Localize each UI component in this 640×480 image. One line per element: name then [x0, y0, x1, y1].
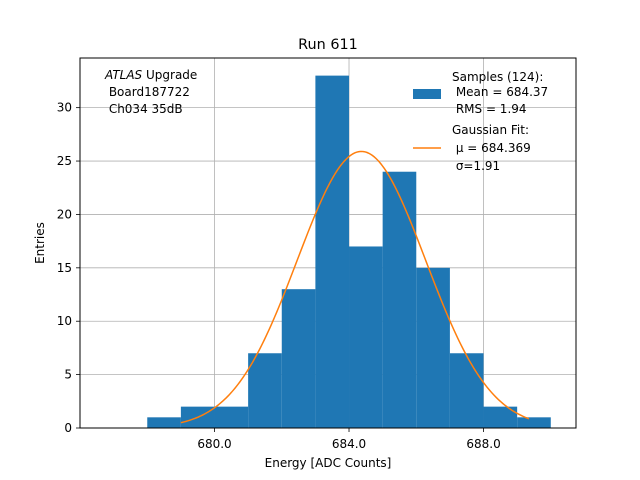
plot-frame — [79, 57, 577, 429]
gaussian-fit-layer — [180, 150, 530, 424]
y-axis-label: Entries — [33, 222, 47, 264]
legend-samples-mean: Mean = 684.37 — [452, 85, 548, 99]
histogram-bar — [315, 75, 350, 428]
gaussian-fit-curve — [180, 150, 530, 424]
y-tick-label: 5 — [64, 368, 72, 382]
histogram-bars — [147, 75, 551, 428]
legend-fit-label: Gaussian Fit: — [452, 123, 529, 137]
legend-fit-sigma: σ=1.91 — [452, 159, 500, 173]
experiment-suffix: Upgrade — [142, 68, 197, 82]
x-axis-label: Energy [ADC Counts] — [265, 456, 392, 470]
experiment-annotation: ATLAS Upgrade — [104, 68, 197, 82]
histogram-bar — [483, 406, 518, 428]
legend-samples-swatch — [413, 89, 441, 99]
y-tick-label: 10 — [57, 314, 72, 328]
histogram-bar — [147, 417, 181, 428]
legend-samples-rms: RMS = 1.94 — [452, 102, 527, 116]
chart-title: Run 611 — [298, 37, 358, 53]
histogram-bar — [449, 353, 484, 428]
legend-samples-label: Samples (124): — [452, 70, 543, 84]
histogram-bar — [214, 406, 249, 428]
x-axis-ticks: 680.0 684.0 688.0 — [197, 428, 501, 451]
y-tick-label: 20 — [57, 207, 72, 221]
x-tick-label: 680.0 — [197, 437, 231, 451]
y-tick-label: 15 — [57, 261, 72, 275]
channel-annotation: Ch034 35dB — [105, 102, 183, 116]
board-annotation: Board187722 — [105, 85, 190, 99]
experiment-name: ATLAS — [104, 68, 143, 82]
y-tick-label: 0 — [64, 421, 72, 435]
x-tick-label: 684.0 — [332, 437, 366, 451]
y-tick-label: 25 — [57, 154, 72, 168]
histogram-bar — [281, 289, 316, 428]
histogram-bar — [382, 171, 417, 428]
histogram-bar — [517, 417, 551, 428]
histogram-bar — [416, 267, 450, 428]
legend-fit-mu: μ = 684.369 — [452, 141, 531, 155]
histogram-bar — [349, 246, 383, 428]
x-tick-label: 688.0 — [466, 437, 500, 451]
legend: Samples (124): Mean = 684.37 RMS = 1.94 … — [413, 70, 548, 173]
y-tick-label: 30 — [57, 101, 72, 115]
y-axis-ticks: 0 5 10 15 20 25 30 — [57, 101, 80, 435]
histogram-bar — [248, 353, 282, 428]
